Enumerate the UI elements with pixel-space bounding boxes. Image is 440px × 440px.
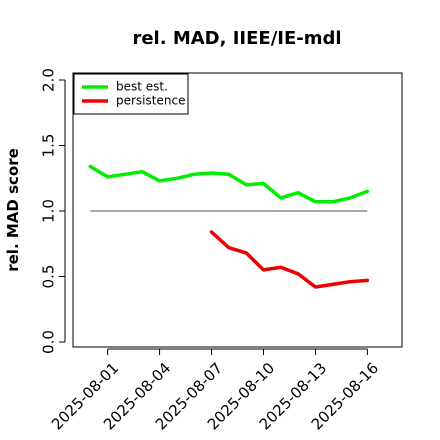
y-tick-label: 0.5 (40, 265, 58, 289)
y-tick-label: 1.5 (40, 134, 58, 158)
legend-entry: persistence (116, 94, 185, 108)
plot-frame (72, 72, 403, 348)
y-axis-label: rel. MAD score (4, 148, 22, 272)
series-line-1 (209, 230, 370, 289)
chart-marks (88, 164, 370, 289)
legend: best est.persistence (73, 73, 189, 115)
legend-entry: best est. (116, 80, 168, 94)
axes: 0.00.51.01.52.02025-08-012025-08-042025-… (40, 68, 383, 433)
y-tick-label: 2.0 (40, 68, 58, 92)
chart-title: rel. MAD, IIEE/IE-mdl (132, 28, 341, 49)
y-tick-label: 0.0 (40, 330, 58, 354)
y-tick-label: 1.0 (40, 199, 58, 223)
legend-box (73, 73, 189, 115)
series-line-0 (88, 164, 370, 204)
